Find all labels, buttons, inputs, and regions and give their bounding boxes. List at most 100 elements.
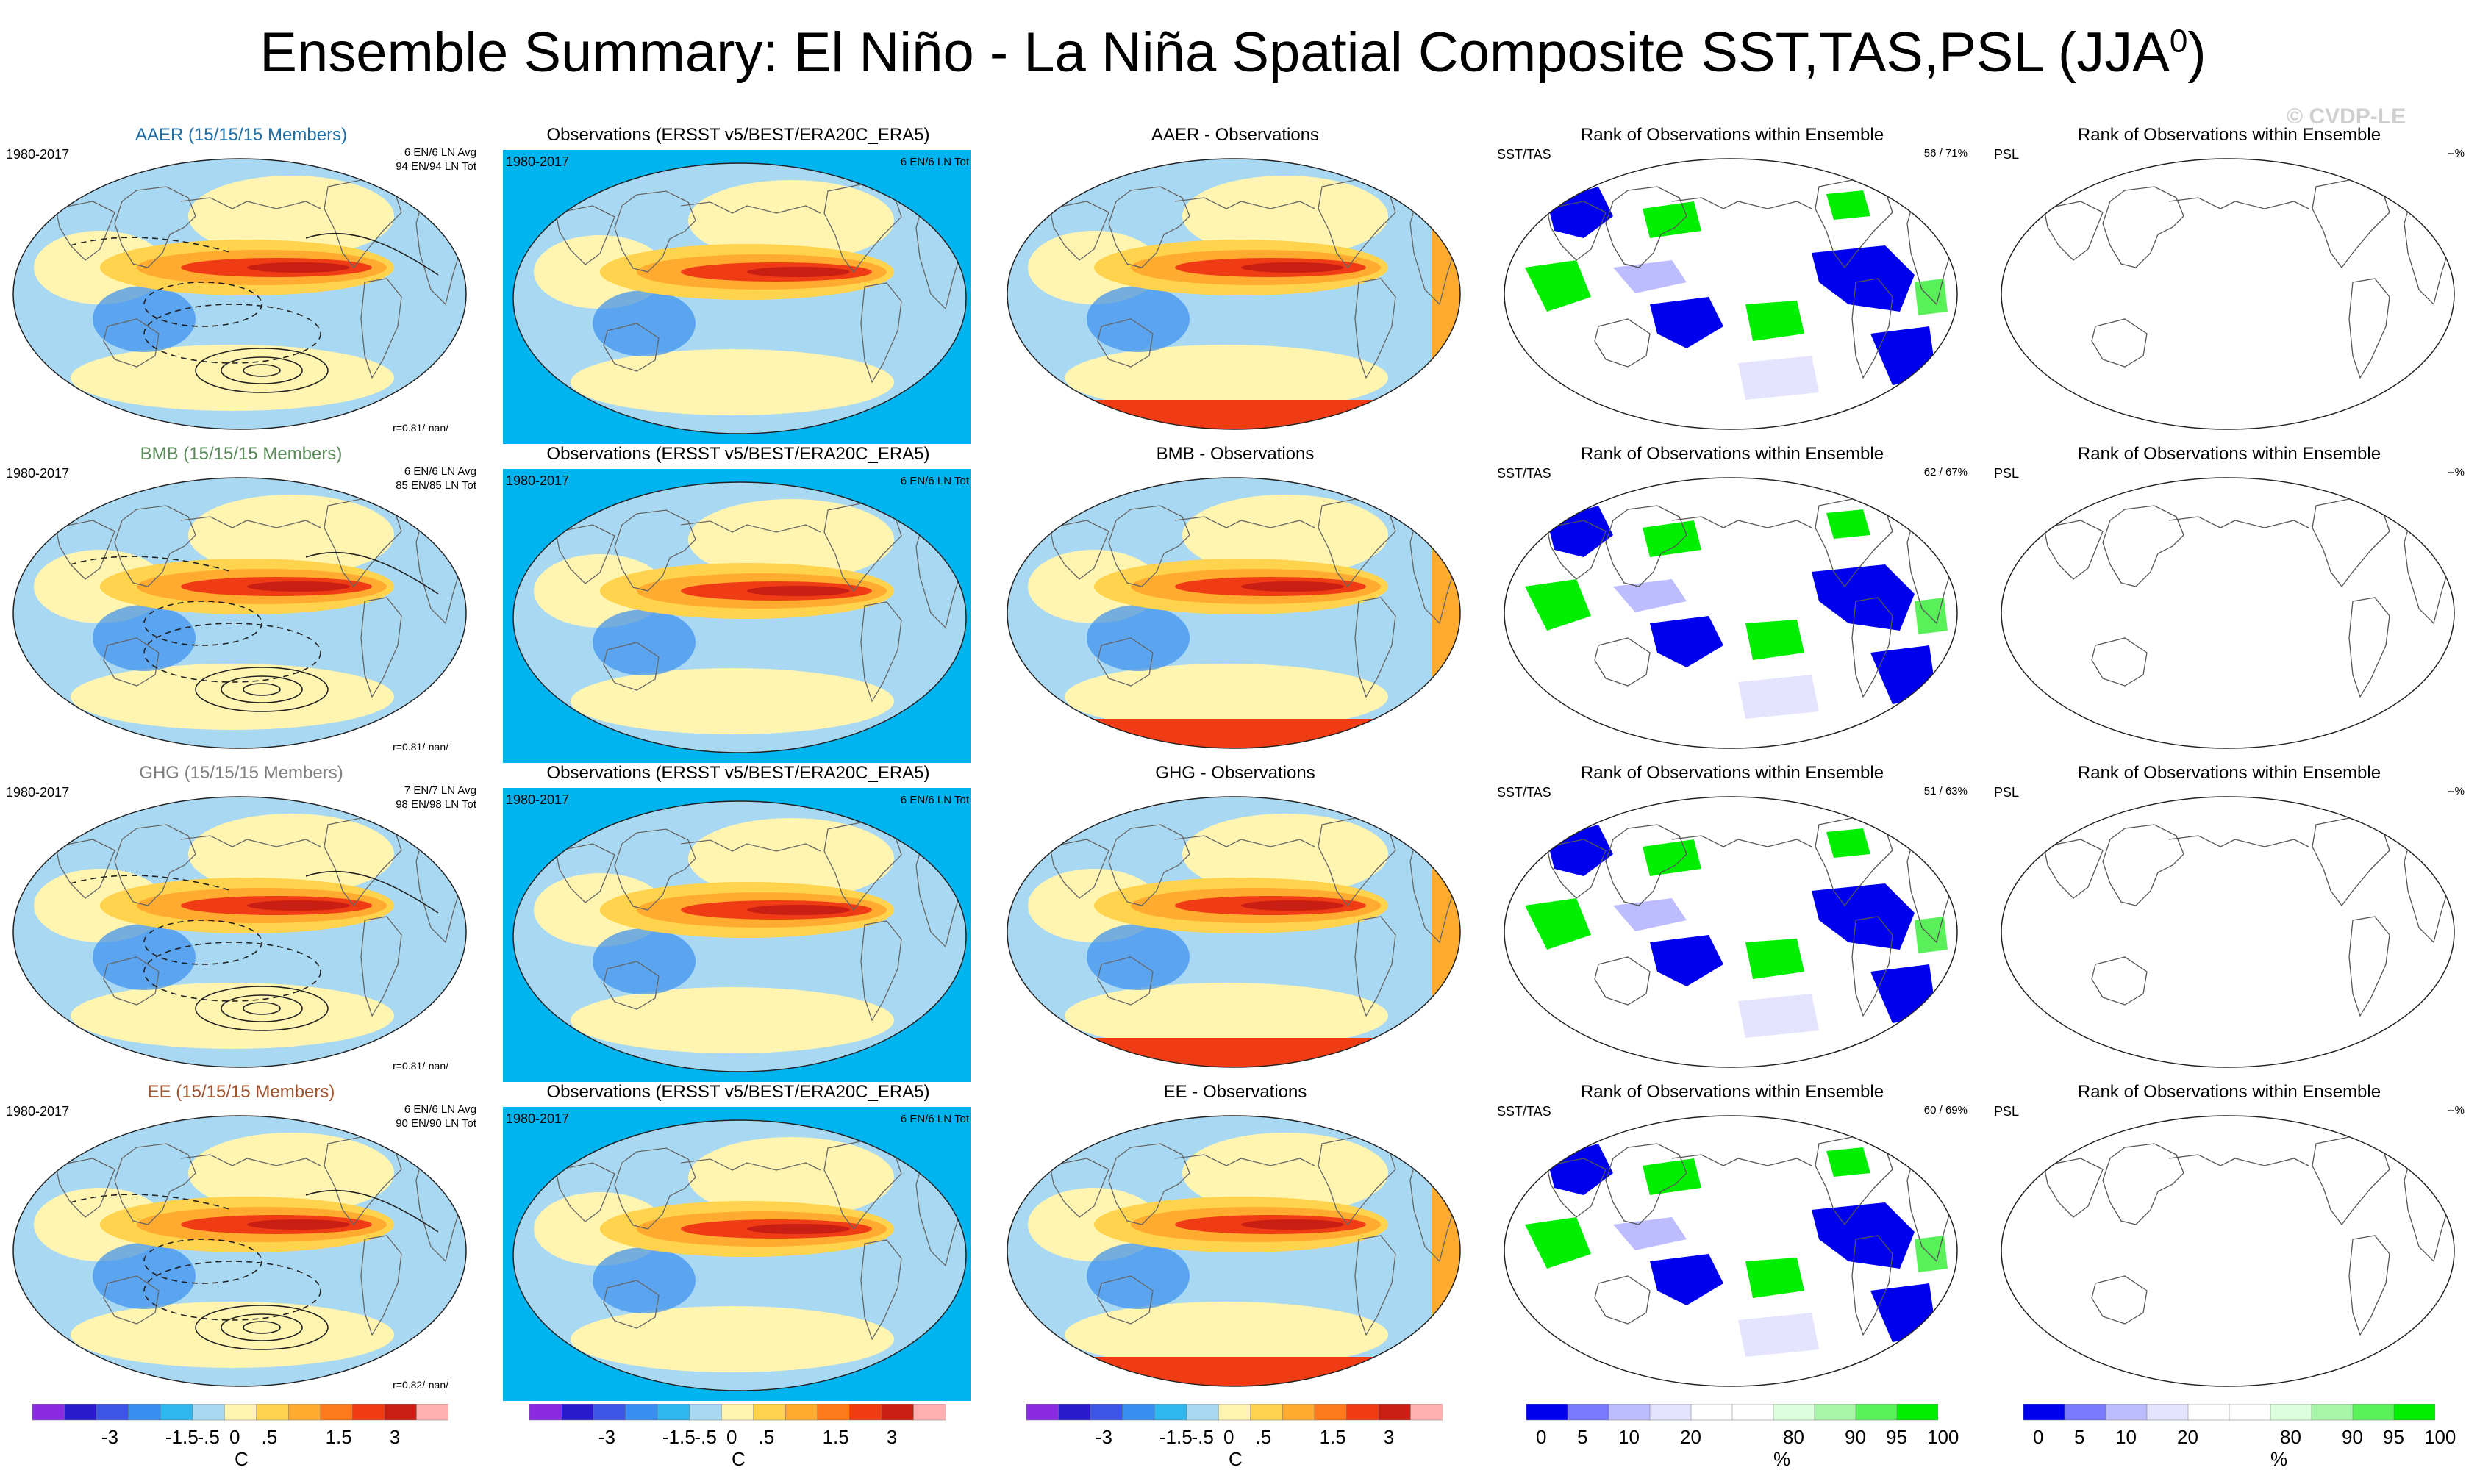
warm-patch-north: [1182, 176, 1388, 257]
continent-outlines: [555, 183, 965, 384]
warm-patch-north: [188, 495, 394, 576]
map-rank-psl: [2001, 796, 2455, 1068]
map-border: [1504, 796, 1958, 1068]
colorbar-swatch: [1250, 1404, 1284, 1421]
panel-title: Rank of Observations within Ensemble: [2077, 444, 2381, 464]
map-observations: [512, 1119, 967, 1391]
cool-patch-west-pacific: [593, 290, 696, 356]
rank-percent: 56 / 71%: [1923, 147, 1968, 159]
colorbar-swatch: [320, 1404, 354, 1421]
colorbar-swatch: [256, 1404, 290, 1421]
enso-tongue-peak: [247, 1219, 350, 1230]
colorbar-swatch: [192, 1404, 225, 1421]
colorbar-swatch: [1122, 1404, 1155, 1421]
colorbar-swatch: [2229, 1404, 2271, 1421]
panel-r4-rank-psl: Rank of Observations within Ensemble PSL -…: [1994, 1082, 2466, 1405]
enso-tongue-peak: [1241, 581, 1344, 592]
colorbar-swatch: [657, 1404, 690, 1421]
colorbar-tick-label: -.5: [197, 1426, 220, 1448]
panel-r4-rank: Rank of Observations within Ensemble SST/…: [1497, 1082, 1982, 1405]
map-border: [1504, 158, 1958, 430]
map-rank-sst-tas: [1504, 1115, 1958, 1387]
colorbar-tick-label: 100: [1927, 1426, 1959, 1448]
rank-percent: --%: [2447, 147, 2465, 159]
rank-high-region: [1643, 520, 1701, 557]
warm-patch-south: [71, 345, 394, 411]
map-background: [2001, 478, 2454, 748]
period-label: 1980-2017: [506, 154, 570, 169]
period-label: 1980-2017: [506, 1111, 570, 1126]
panel-r1-rank: Rank of Observations within Ensemble SST/…: [1497, 125, 1982, 448]
colorbar-swatch: [2187, 1404, 2230, 1421]
panel-title: Observations (ERSST v5/BEST/ERA20C_ERA5): [546, 444, 930, 464]
colorbar-swatch: [1346, 1404, 1379, 1421]
variable-label: PSL: [1994, 147, 2020, 162]
pattern-correlation: r=0.81/-nan/: [393, 1060, 448, 1072]
colorbar-unit: C: [1229, 1448, 1243, 1470]
colorbar-tick-label: 0: [726, 1426, 737, 1448]
rank-high-region: [1915, 1236, 1948, 1272]
rank-percent: --%: [2447, 1104, 2465, 1116]
psl-contours: [70, 1189, 439, 1350]
panel-r3-rank-psl: Rank of Observations within Ensemble PSL -…: [1994, 763, 2466, 1086]
colorbar-tick-label: 10: [2115, 1426, 2137, 1448]
map-background: [2001, 797, 2454, 1067]
colorbar-tick-label: 3: [389, 1426, 401, 1448]
map-observations: [512, 162, 967, 434]
colorbar-tick-label: 1.5: [325, 1426, 352, 1448]
colorbar-tick-label: 80: [1783, 1426, 1804, 1448]
colorbar-tick-label: .5: [758, 1426, 775, 1448]
panel-title: Observations (ERSST v5/BEST/ERA20C_ERA5): [546, 125, 930, 145]
map-rank-psl: [2001, 1115, 2455, 1387]
panel-r2-obs: Observations (ERSST v5/BEST/ERA20C_ERA5)…: [503, 444, 988, 767]
rank-mid-region: [1613, 260, 1687, 293]
colorbar-swatch: [352, 1404, 385, 1421]
warm-patch-south: [71, 983, 394, 1049]
colorbar-swatch: [2146, 1404, 2189, 1421]
colorbar-swatch: [2023, 1404, 2065, 1421]
warm-patch-north: [1182, 1133, 1388, 1214]
colorbar-tick-label: -1.5: [165, 1426, 199, 1448]
colorbar-swatch: [32, 1404, 65, 1421]
warm-patch-north: [688, 499, 894, 580]
antarctic-band: [1007, 1357, 1460, 1386]
panel-r3-rank: Rank of Observations within Ensemble SST/…: [1497, 763, 1982, 1086]
rank-mid-region: [1613, 579, 1687, 612]
continent-outlines: [1049, 179, 1459, 379]
cool-patch-west-pacific: [593, 928, 696, 994]
event-count: 6 EN/6 LN Tot: [900, 475, 969, 487]
colorbar-tick-label: -.5: [1191, 1426, 1214, 1448]
panel-title: Observations (ERSST v5/BEST/ERA20C_ERA5): [546, 763, 930, 783]
map-border: [2001, 1115, 2455, 1387]
antarctic-band: [1007, 1038, 1460, 1067]
map-rank-sst-tas: [1504, 477, 1958, 749]
continent-outlines: [55, 1136, 465, 1336]
colorbar-tick-label: 1.5: [822, 1426, 849, 1448]
colorbar-swatch: [1154, 1404, 1187, 1421]
warm-patch-south: [1065, 345, 1388, 411]
variable-label: PSL: [1994, 785, 2020, 800]
cool-patch-west-pacific: [93, 605, 196, 671]
rank-high-region: [1525, 1217, 1591, 1269]
panel-r3-obs: Observations (ERSST v5/BEST/ERA20C_ERA5)…: [503, 763, 988, 1086]
event-count: 6 EN/6 LN Tot: [900, 794, 969, 806]
map-border: [512, 800, 967, 1072]
colorbar-tick-label: 0: [1223, 1426, 1234, 1448]
colorbar-swatch: [1773, 1404, 1815, 1421]
colorbar-swatch: [128, 1404, 161, 1421]
panel-r2-rank: Rank of Observations within Ensemble SST/…: [1497, 444, 1982, 767]
colorbar-tick-label: -3: [1095, 1426, 1112, 1448]
map-rank-psl: [2001, 477, 2455, 749]
colorbar-tick-label: -3: [598, 1426, 615, 1448]
panel-title: Rank of Observations within Ensemble: [1580, 125, 1884, 145]
colorbar-swatch: [416, 1404, 448, 1421]
colorbar-swatch: [1186, 1404, 1219, 1421]
rank-high-region: [1915, 917, 1948, 953]
colorbar-tick-label: 3: [886, 1426, 898, 1448]
cool-patch-west-pacific: [1087, 924, 1190, 990]
cool-patch-west-pacific: [93, 924, 196, 990]
panel-title: Rank of Observations within Ensemble: [2077, 125, 2381, 145]
colorbar-tick-label: 90: [2342, 1426, 2363, 1448]
colorbar-swatch: [625, 1404, 658, 1421]
colorbar-tick-label: 95: [2383, 1426, 2404, 1448]
